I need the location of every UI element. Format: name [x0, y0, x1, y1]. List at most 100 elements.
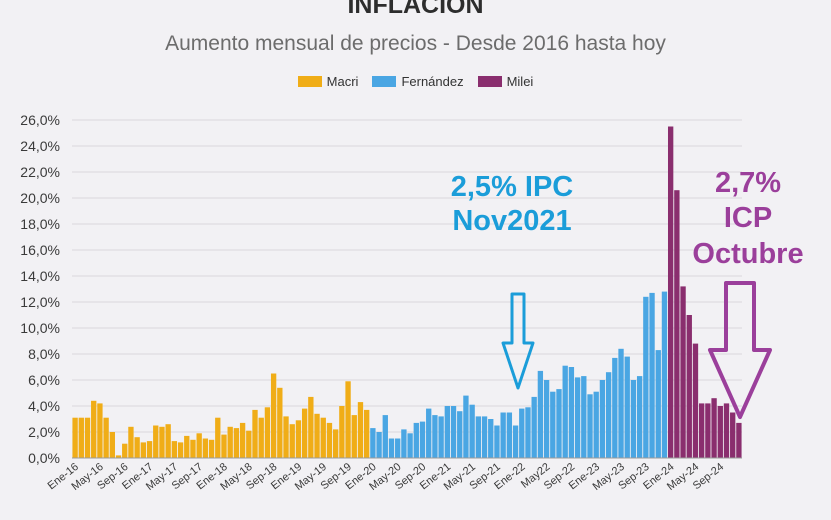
bar-milei: [680, 286, 686, 458]
legend: Macri Fernández Milei: [0, 74, 831, 89]
bar-macri: [221, 434, 227, 458]
bar-macri: [295, 420, 302, 458]
bar-fernandez: [519, 408, 525, 458]
bar-fernandez: [525, 407, 531, 458]
bar-fernandez: [630, 380, 637, 458]
bar-fernandez: [593, 391, 599, 458]
bar-fernandez: [407, 433, 413, 458]
bar-fernandez: [413, 422, 419, 458]
annotation-octubre-line2: ICP: [723, 202, 773, 235]
y-tick-label: 8,0%: [28, 346, 60, 362]
bar-milei: [667, 126, 674, 458]
bar-fernandez: [537, 370, 544, 458]
down-arrow-icon: [708, 281, 772, 419]
bar-fernandez: [624, 356, 630, 458]
bar-macri: [314, 413, 320, 458]
bar-fernandez: [636, 376, 643, 458]
bar-macri: [134, 437, 140, 458]
bar-milei: [717, 406, 723, 458]
bar-macri: [84, 417, 91, 458]
bar-fernandez: [401, 429, 407, 458]
bar-fernandez: [605, 372, 612, 458]
bar-macri: [177, 442, 184, 458]
bar-fernandez: [612, 357, 618, 458]
bar-macri: [301, 408, 308, 458]
bar-macri: [109, 432, 115, 458]
bar-milei: [723, 403, 730, 458]
bar-macri: [146, 441, 153, 458]
bar-fernandez: [444, 406, 450, 458]
y-tick-label: 0,0%: [28, 450, 60, 466]
bar-fernandez: [618, 348, 624, 458]
bar-fernandez: [438, 416, 444, 458]
bar-macri: [252, 409, 258, 458]
annotation-nov2021-line2: Nov2021: [452, 205, 572, 238]
bar-macri: [246, 430, 252, 458]
legend-item-milei: Milei: [477, 74, 534, 89]
bar-fernandez: [556, 389, 562, 458]
bar-milei: [692, 343, 699, 458]
bar-macri: [351, 415, 357, 458]
bar-macri: [326, 422, 333, 458]
bar-macri: [364, 409, 370, 458]
bar-fernandez: [568, 367, 575, 458]
bar-milei: [711, 398, 717, 458]
bar-macri: [357, 402, 364, 458]
annotation-nov2021: 2,5% IPC Nov2021: [432, 170, 592, 238]
bar-fernandez: [488, 419, 494, 458]
bar-macri: [332, 429, 339, 458]
bar-fernandez: [655, 350, 661, 458]
bar-fernandez: [500, 412, 506, 458]
bar-milei: [736, 422, 742, 458]
chart-title: INFLACIÓN: [347, 0, 484, 19]
y-tick-label: 26,0%: [20, 112, 60, 128]
bar-macri: [345, 381, 351, 458]
bar-macri: [165, 424, 171, 458]
bar-macri: [264, 407, 271, 458]
bar-fernandez: [574, 377, 581, 458]
bar-macri: [227, 426, 233, 458]
bar-fernandez: [661, 291, 668, 458]
bar-fernandez: [382, 415, 388, 458]
bar-macri: [140, 442, 147, 458]
bar-fernandez: [463, 395, 469, 458]
bar-macri: [239, 422, 246, 458]
bar-macri: [233, 428, 240, 458]
bar-fernandez: [426, 408, 432, 458]
bar-macri: [196, 433, 202, 458]
legend-label-milei: Milei: [506, 74, 534, 89]
y-tick-label: 4,0%: [28, 398, 60, 414]
bar-fernandez: [376, 432, 382, 458]
bar-fernandez: [562, 365, 568, 458]
bar-milei: [686, 315, 692, 458]
y-tick-label: 16,0%: [20, 242, 60, 258]
bar-milei: [705, 403, 711, 458]
bar-fernandez: [475, 416, 482, 458]
bar-macri: [215, 417, 221, 458]
y-tick-label: 24,0%: [20, 138, 60, 154]
legend-item-macri: Macri: [297, 74, 358, 89]
annotation-octubre-line3: Octubre: [692, 237, 804, 270]
down-arrow-icon: [501, 292, 535, 390]
bar-macri: [270, 373, 277, 458]
bar-fernandez: [581, 376, 587, 458]
bar-fernandez: [643, 296, 649, 458]
bar-fernandez: [395, 438, 401, 458]
bar-macri: [91, 400, 97, 458]
legend-label-fernandez: Fernández: [401, 74, 464, 89]
bar-fernandez: [450, 406, 457, 458]
bar-milei: [699, 403, 705, 458]
bar-fernandez: [599, 380, 606, 458]
bar-fernandez: [512, 425, 519, 458]
y-tick-label: 22,0%: [20, 164, 60, 180]
annotation-octubre-line1: 2,7%: [714, 167, 782, 199]
bar-macri: [208, 439, 215, 458]
bar-macri: [171, 441, 178, 458]
bar-fernandez: [469, 404, 475, 458]
y-tick-label: 14,0%: [20, 268, 60, 284]
bar-macri: [78, 417, 84, 458]
bar-fernandez: [457, 411, 463, 458]
bar-fernandez: [506, 412, 513, 458]
legend-item-fernandez: Fernández: [372, 74, 464, 89]
